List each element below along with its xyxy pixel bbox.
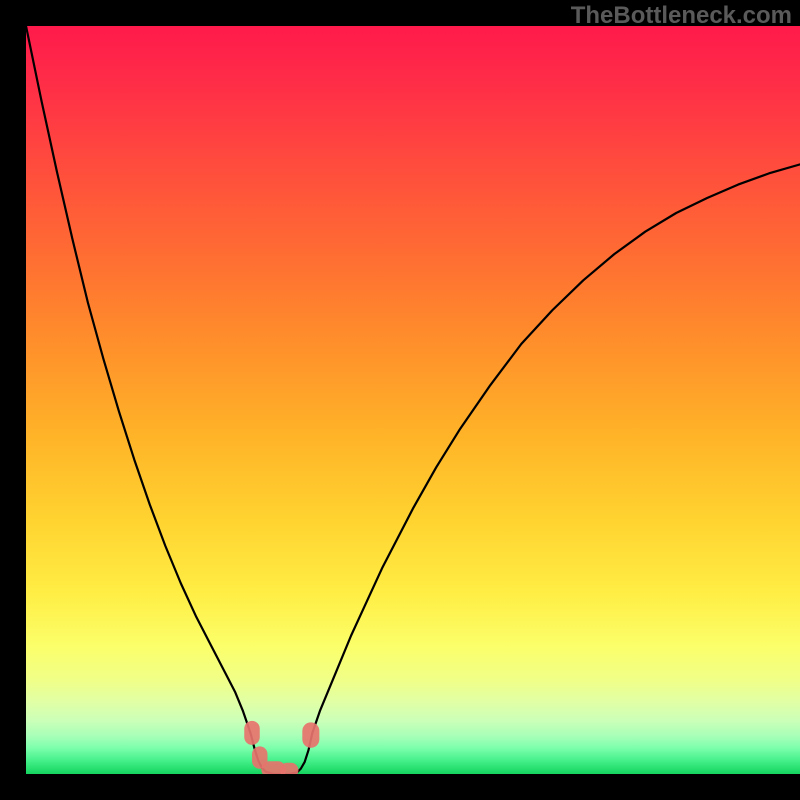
bottleneck-marker-3 bbox=[280, 763, 299, 774]
plot-area bbox=[26, 26, 800, 774]
chart-frame: TheBottleneck.com bbox=[0, 0, 800, 800]
bottleneck-marker-0 bbox=[244, 721, 259, 745]
markers-layer bbox=[26, 26, 800, 774]
bottleneck-marker-4 bbox=[302, 722, 319, 747]
attribution-text: TheBottleneck.com bbox=[571, 2, 792, 30]
